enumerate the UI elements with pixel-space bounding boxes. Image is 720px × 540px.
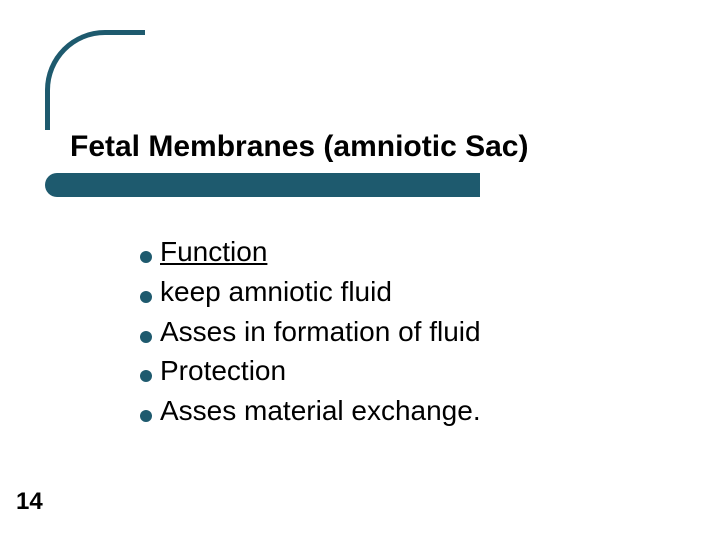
list-item: Asses in formation of fluid	[140, 312, 660, 352]
bullet-text: Protection	[160, 351, 286, 391]
bullet-icon	[140, 291, 152, 303]
bullet-icon	[140, 410, 152, 422]
bullet-text: Asses in formation of fluid	[160, 312, 481, 352]
bullet-text: Function	[160, 232, 267, 272]
corner-arc-decoration	[45, 30, 145, 130]
list-item: Asses material exchange.	[140, 391, 660, 431]
bullet-icon	[140, 331, 152, 343]
slide-title: Fetal Membranes (amniotic Sac)	[70, 130, 528, 164]
list-item: keep amniotic fluid	[140, 272, 660, 312]
list-item: Function	[140, 232, 660, 272]
slide: Fetal Membranes (amniotic Sac) Function …	[0, 0, 720, 540]
bullet-text: keep amniotic fluid	[160, 272, 392, 312]
bullet-icon	[140, 251, 152, 263]
bullet-text: Asses material exchange.	[160, 391, 481, 431]
bullet-list: Function keep amniotic fluid Asses in fo…	[140, 232, 660, 431]
title-underline-bar	[45, 173, 480, 197]
page-number: 14	[16, 488, 43, 516]
list-item: Protection	[140, 351, 660, 391]
bullet-icon	[140, 370, 152, 382]
